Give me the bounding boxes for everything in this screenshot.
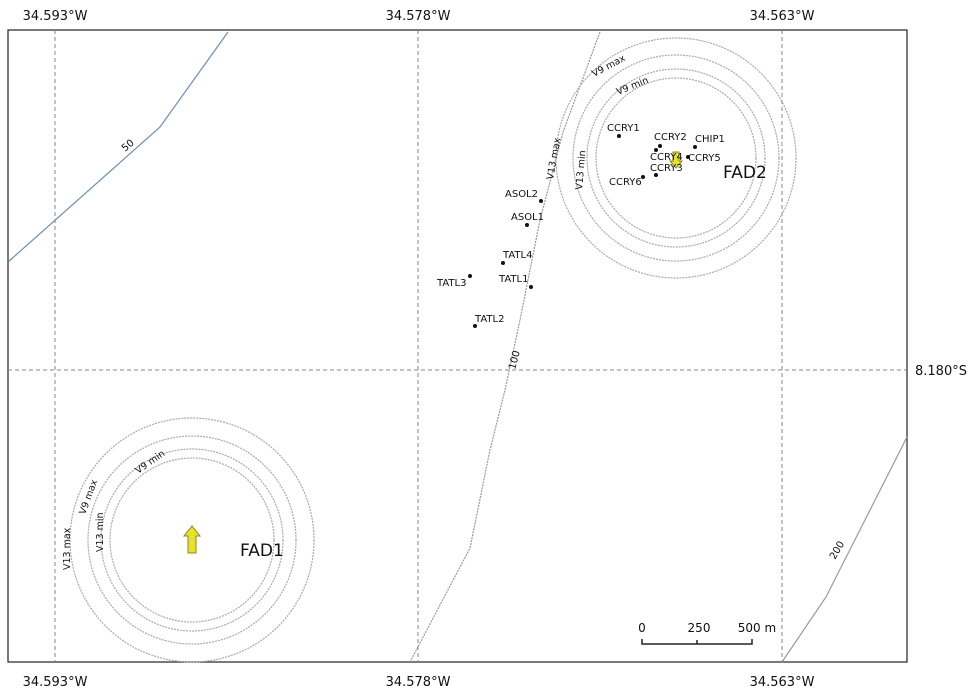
station-label: TATL4 [502, 250, 532, 261]
station-point [654, 173, 658, 177]
ring-label: V13 min [574, 150, 588, 190]
station-label: TATL2 [474, 314, 504, 325]
coord-label: 34.593°W [23, 675, 88, 690]
fad-label: FAD1 [240, 541, 284, 561]
fad-marker [182, 525, 202, 554]
ring-label: V13 min [95, 512, 106, 552]
coord-label: 8.180°S [915, 364, 967, 379]
station-label: CCRY2 [654, 132, 687, 143]
station-point [686, 155, 690, 159]
station-label: ASOL1 [511, 212, 544, 223]
map-frame [7, 29, 908, 663]
contour-line [409, 31, 601, 663]
station-point [658, 144, 662, 148]
scale-label: 0 [638, 621, 646, 635]
station-point [468, 274, 472, 278]
station-point [617, 134, 621, 138]
contour-label: 100 [507, 349, 523, 370]
ring-label: V13 max [62, 527, 73, 570]
coord-label: 34.563°W [750, 675, 815, 690]
stations: CCRY1 CCRY2 CHIP1 CCRY4 CCRY5 CCRY3 CCRY6 ASOL2… [436, 123, 725, 328]
contour-line [781, 436, 908, 663]
station-point [693, 145, 697, 149]
station-label: CHIP1 [695, 134, 725, 145]
coord-label: 34.578°W [386, 675, 451, 690]
station-label: CCRY4 [650, 152, 683, 163]
coord-label: 34.563°W [750, 9, 815, 24]
station-label: CCRY3 [650, 163, 683, 174]
station-label: CCRY6 [609, 177, 642, 188]
scale-label: 250 [688, 621, 711, 635]
station-point [525, 223, 529, 227]
station-point [473, 324, 477, 328]
station-point [654, 148, 658, 152]
station-label: CCRY1 [607, 123, 640, 134]
scale-label: 500 m [738, 621, 776, 635]
coord-label: 34.593°W [23, 9, 88, 24]
station-label: ASOL2 [505, 189, 538, 200]
station-label: TATL3 [436, 278, 466, 289]
station-point [539, 199, 543, 203]
fad-rings [69, 37, 797, 663]
station-label: CCRY5 [688, 153, 721, 164]
fad-marker [668, 151, 684, 169]
station-label: TATL1 [498, 274, 528, 285]
graticule [8, 30, 907, 662]
station-point [641, 175, 645, 179]
station-point [529, 285, 533, 289]
scale-bar: 0 250 500 m [638, 621, 776, 645]
fad-label: FAD2 [723, 163, 767, 183]
contour-line [7, 31, 229, 263]
coord-label: 34.578°W [386, 9, 451, 24]
station-point [501, 261, 505, 265]
